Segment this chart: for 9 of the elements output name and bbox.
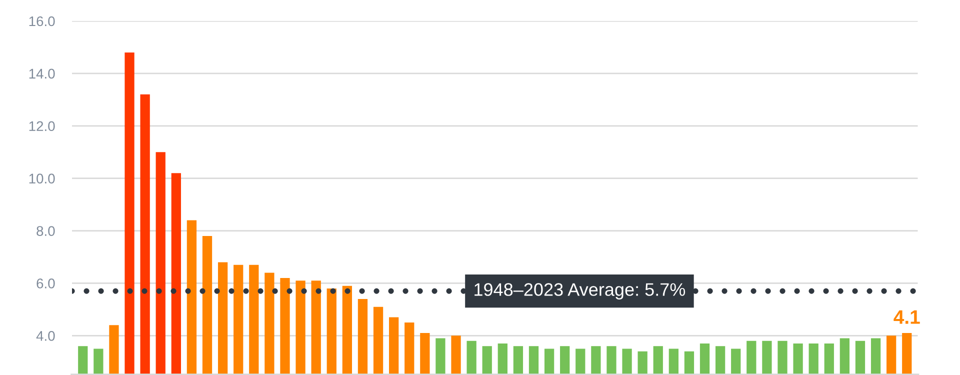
- ref-line-label: 1948–2023 Average: 5.7%: [474, 283, 686, 300]
- y-tick-label: 10.0: [29, 174, 55, 184]
- data-label: 4.1: [894, 310, 920, 324]
- y-tick-label: 12.0: [29, 121, 55, 132]
- y-tick-label: 14.0: [29, 68, 55, 79]
- y-tick-label: 16.0: [29, 16, 55, 26]
- y-tick-label: 8.0: [36, 226, 55, 236]
- y-tick-label: 6.0: [36, 278, 55, 288]
- y-tick-label: 4.0: [36, 331, 55, 341]
